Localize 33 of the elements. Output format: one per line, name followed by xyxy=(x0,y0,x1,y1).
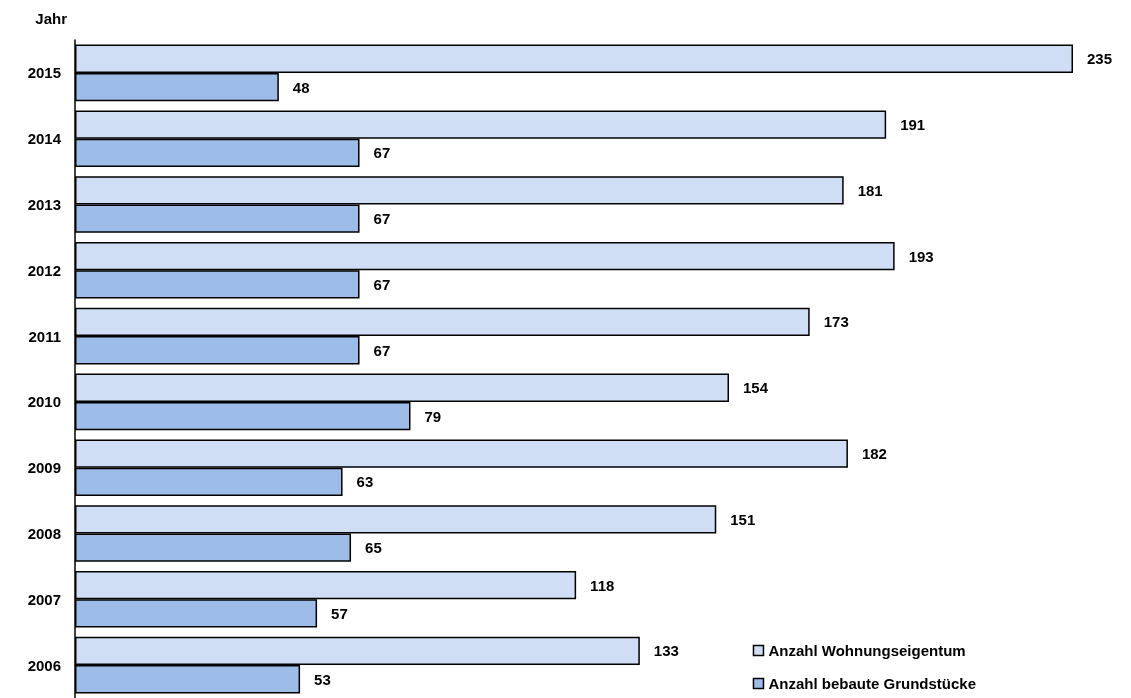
y-tick-label: 2013 xyxy=(27,196,61,213)
data-label: 173 xyxy=(823,313,849,331)
data-label: 193 xyxy=(908,247,934,265)
data-label: 48 xyxy=(292,78,310,96)
data-label: 118 xyxy=(590,576,615,594)
data-label: 235 xyxy=(1087,50,1113,68)
y-axis-title: Jahr xyxy=(35,10,68,27)
y-tick-label: 2007 xyxy=(27,590,61,608)
data-label: 79 xyxy=(424,407,442,425)
data-label: 53 xyxy=(314,670,331,688)
data-label: 181 xyxy=(857,181,883,199)
data-label: 67 xyxy=(373,275,391,293)
legend-label: Anzahl Wohnungseigentum xyxy=(768,642,966,659)
y-tick-label: 2006 xyxy=(27,656,61,674)
y-tick-label: 2010 xyxy=(27,393,61,411)
data-label: 154 xyxy=(743,379,769,397)
data-label: 133 xyxy=(653,642,679,660)
data-label: 67 xyxy=(373,341,391,359)
y-tick-label: 2012 xyxy=(27,261,61,279)
y-tick-label: 2015 xyxy=(27,64,61,82)
legend-label: Anzahl bebaute Grundstücke xyxy=(768,675,977,692)
data-label: 63 xyxy=(356,473,374,491)
y-tick-label: 2014 xyxy=(27,130,62,148)
data-label: 151 xyxy=(730,510,756,528)
data-label: 182 xyxy=(861,445,887,463)
data-label: 67 xyxy=(373,144,391,162)
y-tick-label: 2011 xyxy=(28,327,61,345)
data-label: 67 xyxy=(373,210,391,228)
data-label: 65 xyxy=(365,539,382,557)
y-tick-label: 2009 xyxy=(27,459,61,477)
data-label: 191 xyxy=(900,116,926,134)
data-label: 57 xyxy=(331,604,348,622)
y-tick-label: 2008 xyxy=(27,525,61,542)
